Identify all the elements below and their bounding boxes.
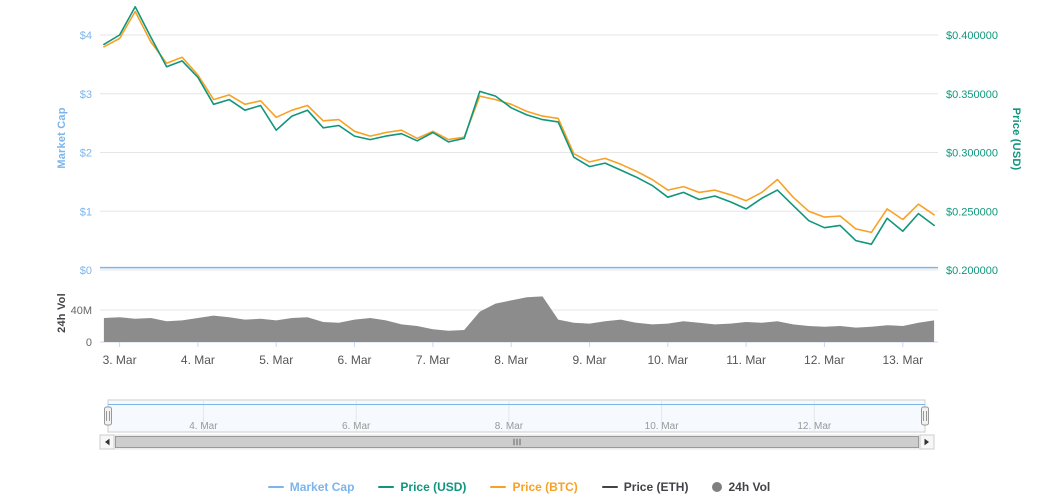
line-symbol-icon — [601, 486, 618, 488]
market-cap-tick-label: $3 — [80, 89, 92, 101]
x-axis-label: 9. Mar — [572, 353, 606, 367]
scrollbar-left-arrow-icon — [105, 438, 110, 446]
price-usd-line[interactable] — [103, 6, 935, 245]
line-symbol-icon — [267, 486, 284, 488]
vol-tick-label: 40M — [71, 305, 92, 317]
market-cap-tick-label: $1 — [80, 206, 92, 218]
price-usd-tick-label: $0.350000 — [946, 89, 998, 101]
scrollbar-right-arrow-icon — [924, 438, 929, 446]
vol-tick-label: 0 — [86, 337, 92, 349]
navigator-tick-label: 8. Mar — [495, 421, 524, 432]
legend-label: 24h Vol — [728, 480, 771, 494]
legend-label: Market Cap — [289, 480, 355, 494]
navigator-handle-left[interactable] — [104, 406, 112, 426]
x-axis-label: 12. Mar — [804, 353, 845, 367]
x-axis-label: 3. Mar — [103, 353, 137, 367]
market-cap-tick-label: $2 — [80, 148, 92, 160]
legend-label: Price (ETH) — [623, 480, 689, 494]
legend-item-24h-vol[interactable]: 24h Vol — [712, 480, 770, 494]
x-axis-label: 4. Mar — [181, 353, 215, 367]
market-cap-tick-label: $4 — [80, 30, 92, 42]
price-btc-line[interactable] — [103, 10, 935, 234]
price-usd-tick-label: $0.300000 — [946, 148, 998, 160]
x-axis-label: 11. Mar — [726, 353, 766, 367]
navigator-tick-label: 4. Mar — [189, 421, 218, 432]
x-axis-label: 8. Mar — [494, 353, 528, 367]
navigator-tick-label: 6. Mar — [342, 421, 371, 432]
price-usd-tick-label: $0.400000 — [946, 30, 998, 42]
x-axis-label: 6. Mar — [337, 353, 371, 367]
volume-area[interactable] — [103, 296, 935, 342]
line-symbol-icon — [378, 486, 395, 488]
circle-symbol-icon — [712, 482, 723, 492]
price-usd-tick-label: $0.200000 — [946, 265, 998, 277]
x-axis-label: 13. Mar — [882, 353, 923, 367]
line-symbol-icon — [490, 486, 507, 488]
navigator-tick-label: 10. Mar — [645, 421, 680, 432]
navigator-tick-label: 12. Mar — [797, 421, 832, 432]
navigator-handle-right[interactable] — [921, 406, 929, 426]
legend-item-price-btc[interactable]: Price (BTC) — [490, 480, 578, 494]
legend-item-price-usd[interactable]: Price (USD) — [378, 480, 466, 494]
navigator[interactable] — [107, 399, 926, 433]
legend-item-price-eth[interactable]: Price (ETH) — [601, 480, 689, 494]
market-cap-tick-label: $0 — [80, 265, 92, 277]
x-axis-label: 7. Mar — [416, 353, 450, 367]
legend-label: Price (BTC) — [512, 480, 578, 494]
price-usd-tick-label: $0.250000 — [946, 206, 998, 218]
plot-area[interactable] — [100, 6, 938, 344]
x-axis-label: 10. Mar — [647, 353, 688, 367]
x-axis-label: 5. Mar — [259, 353, 293, 367]
legend-item-market-cap[interactable]: Market Cap — [267, 480, 355, 494]
legend: Market Cap Price (USD) Price (BTC) Price (E… — [0, 480, 1038, 494]
legend-label: Price (USD) — [400, 480, 467, 494]
